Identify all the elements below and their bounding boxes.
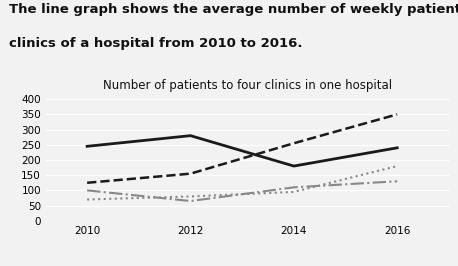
Text: clinics of a hospital from 2010 to 2016.: clinics of a hospital from 2010 to 2016. — [9, 37, 303, 50]
Text: The line graph shows the average number of weekly patients visiting four: The line graph shows the average number … — [9, 3, 458, 16]
Legend: Birth control, Eye, Diabetic, Dental: Birth control, Eye, Diabetic, Dental — [88, 262, 406, 266]
Title: Number of patients to four clinics in one hospital: Number of patients to four clinics in on… — [103, 79, 392, 92]
